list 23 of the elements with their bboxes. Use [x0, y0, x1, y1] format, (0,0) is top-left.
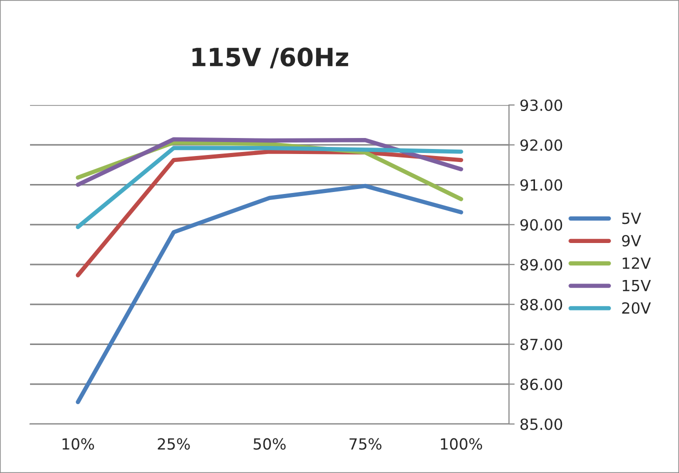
y-tick-label: 91.00 [520, 179, 562, 191]
y-tick-label: 88.00 [520, 298, 562, 310]
y-tick-label: 87.00 [520, 338, 562, 350]
legend-label: 5V [622, 212, 642, 224]
y-tick-label: 85.00 [520, 418, 562, 430]
x-tick-label: 25% [158, 438, 190, 450]
x-tick-label: 75% [350, 438, 382, 450]
line-series [76, 184, 464, 404]
line-series [76, 137, 464, 187]
chart-title: 115V /60Hz [192, 48, 348, 68]
legend-label: 9V [622, 234, 642, 247]
legend-label: 15V [622, 280, 651, 292]
legend-label: 12V [622, 257, 651, 269]
y-tick-label: 92.00 [520, 139, 562, 151]
y-tick-label: 93.00 [520, 99, 562, 112]
y-tick-label: 90.00 [520, 219, 562, 231]
x-tick-label: 50% [254, 438, 286, 450]
x-tick-label: 10% [62, 438, 94, 450]
y-tick-label: 86.00 [520, 378, 562, 390]
legend-label: 20V [622, 302, 651, 314]
x-tick-label: 100% [440, 438, 482, 450]
line-series [76, 146, 464, 230]
y-tick-label: 89.00 [520, 258, 562, 271]
